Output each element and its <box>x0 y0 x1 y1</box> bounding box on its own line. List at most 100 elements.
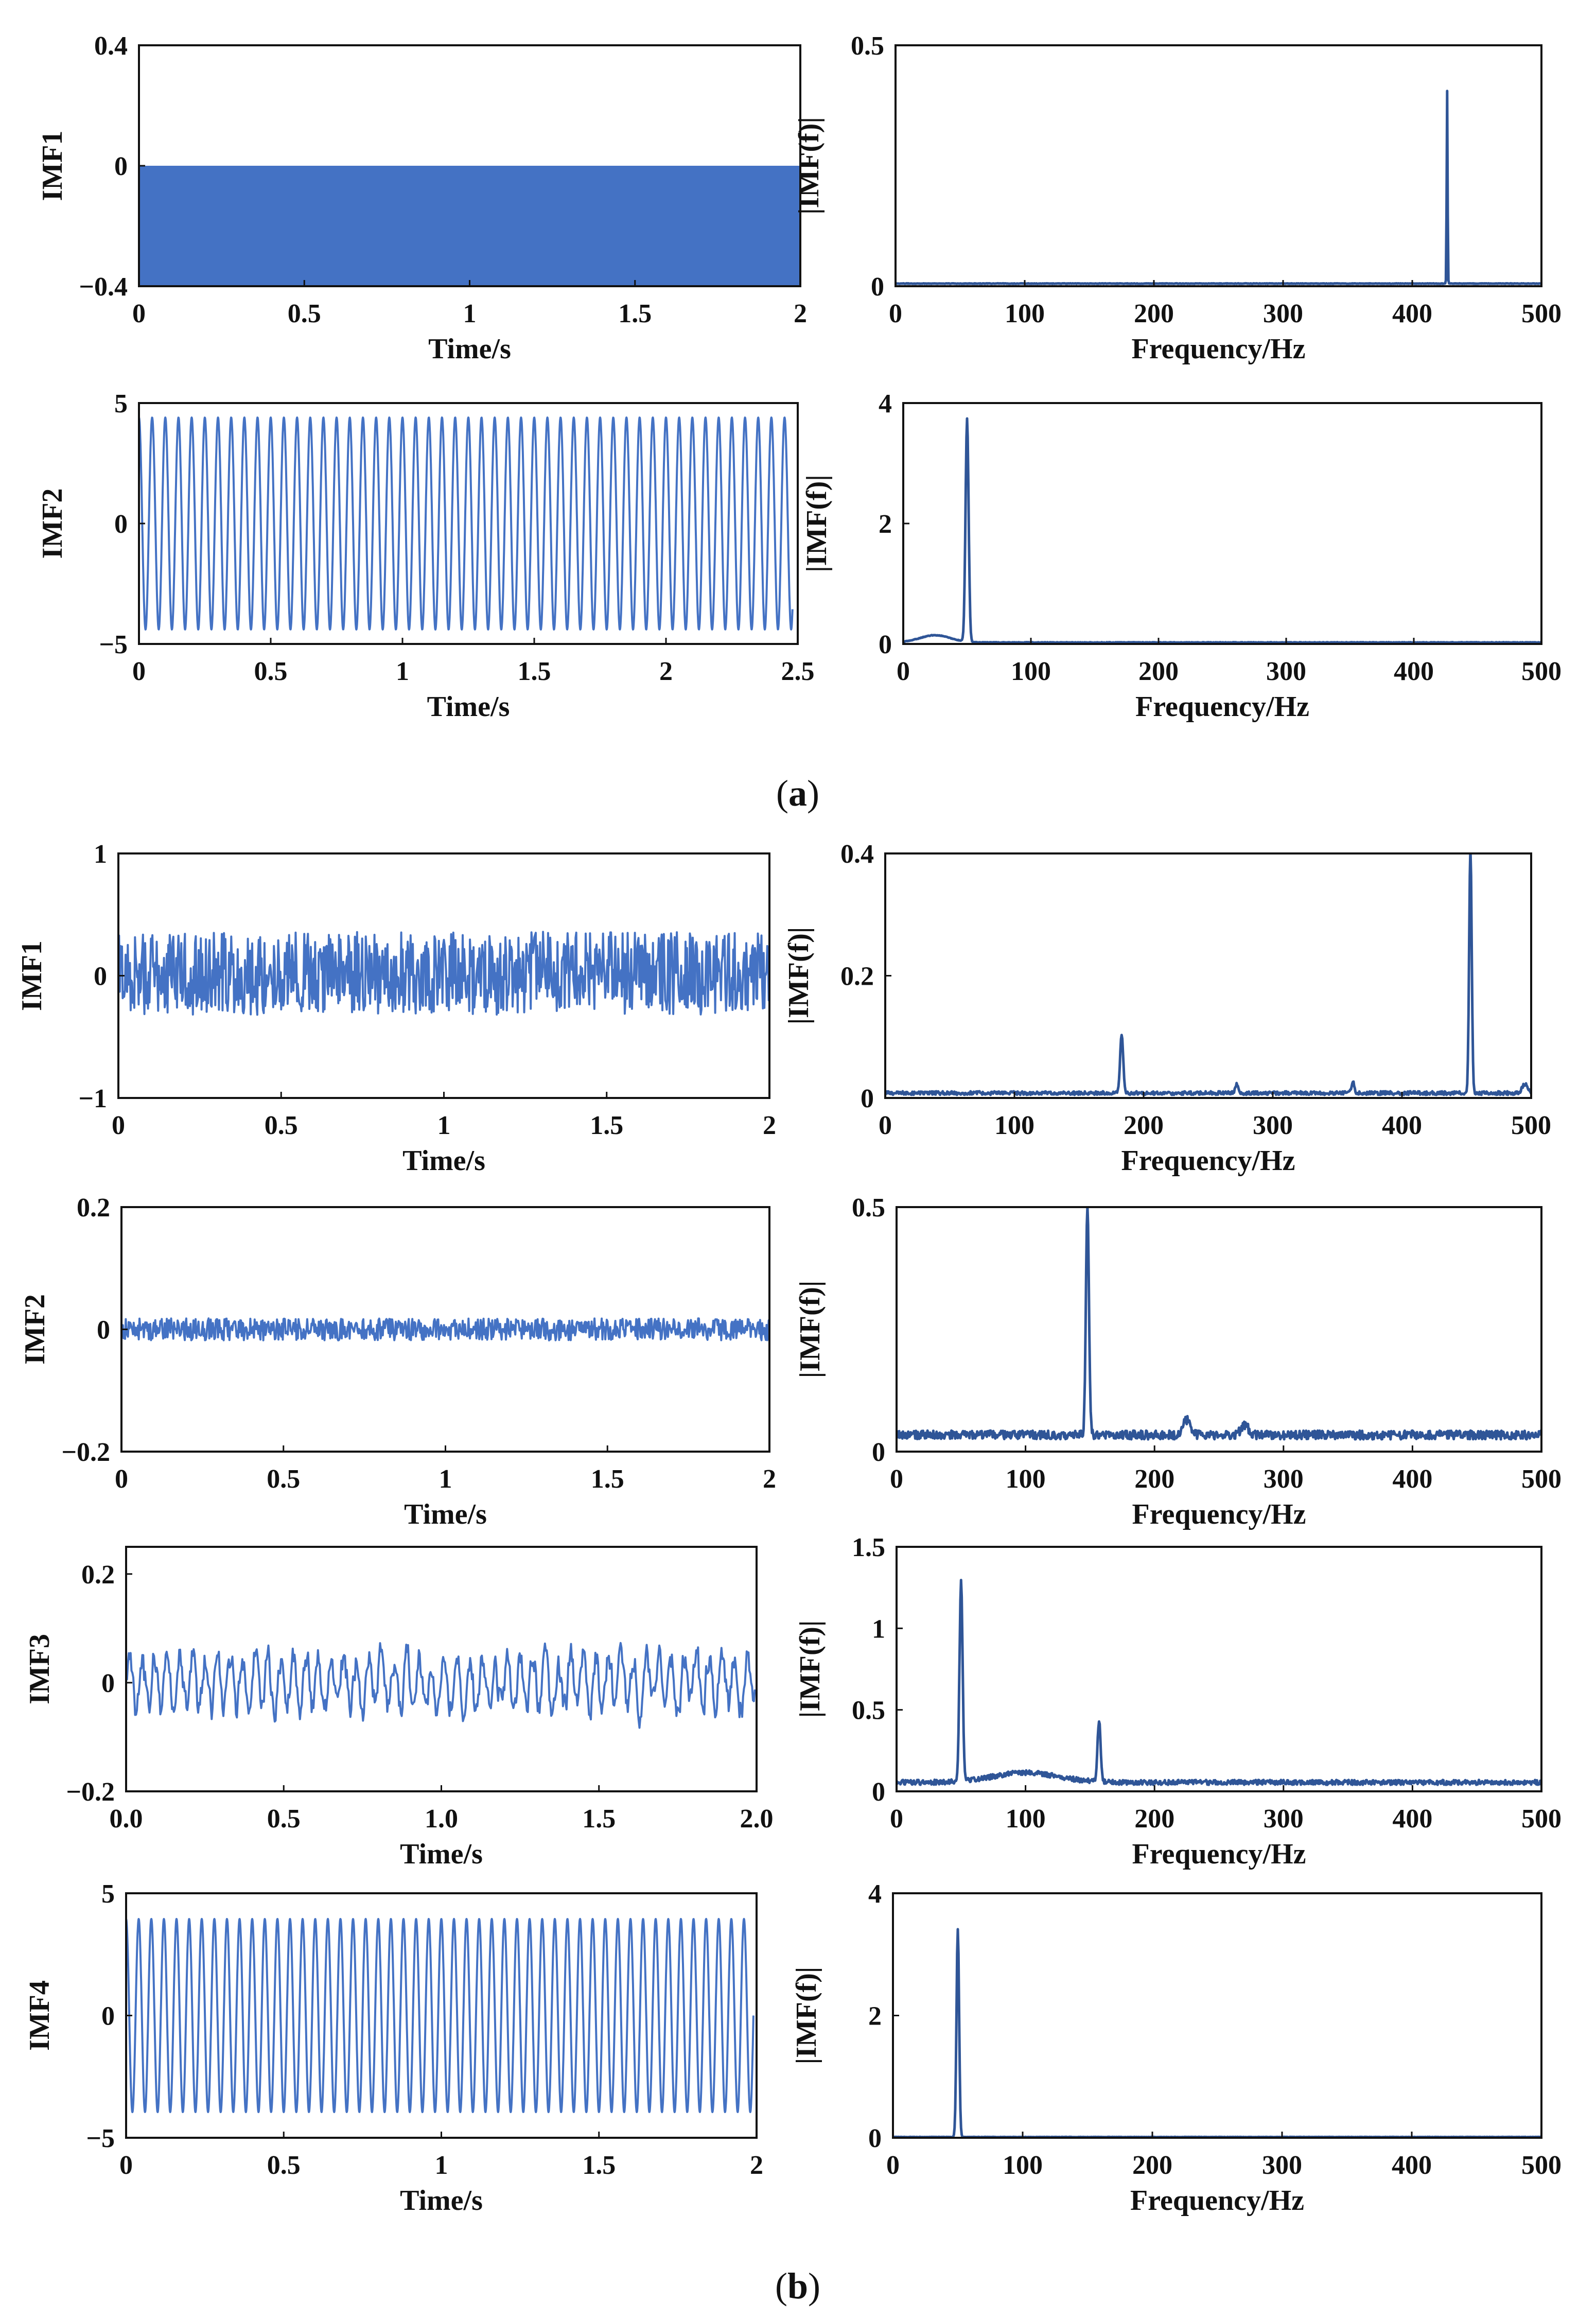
b-imf2-time-ytick-label: 0.2 <box>77 1193 110 1223</box>
b-imf1-time-xtick-label: 1.5 <box>590 1111 623 1140</box>
b-imf2-spec-xtick-label: 200 <box>1134 1464 1174 1494</box>
a-imf2-time-frame <box>138 402 799 645</box>
b-imf2-spec-xtick-label: 300 <box>1264 1464 1304 1494</box>
b-imf3-spec-xtick-label: 200 <box>1134 1804 1174 1834</box>
a-imf1-spec-xtick-label: 400 <box>1392 299 1432 328</box>
a-imf1-time-xtick-label: 1 <box>463 299 477 328</box>
b-imf4-spec-plot-area <box>893 1928 1541 2138</box>
b-imf2-spec-ytick-label: 0 <box>872 1438 885 1467</box>
b-imf1-spec-plot-area <box>885 853 1531 1096</box>
a-imf2-spec-ylabel: |IMF(f)| <box>801 475 833 572</box>
b-imf1-spec-xtick-label: 0 <box>879 1111 892 1140</box>
b-imf2-time-ytick-label: 0 <box>97 1316 110 1345</box>
a-imf2-spec-xlabel: Frequency/Hz <box>1135 691 1309 723</box>
a-imf2-time-xtick-label: 2 <box>659 657 673 686</box>
b-imf3-spec-ytick-label: 1.5 <box>852 1533 885 1562</box>
b-imf1-time-xtick-label: 0 <box>112 1111 125 1140</box>
b-imf3-time-ytick-label: 0.2 <box>81 1560 115 1590</box>
b-imf4-time-series-line <box>126 1917 755 2114</box>
a-imf1-spec-xtick-label: 0 <box>889 299 902 328</box>
b-imf2-time-xtick-label: 1 <box>439 1464 452 1494</box>
a-imf2-time-ytick-label: −5 <box>99 630 128 659</box>
a-imf2-time-xtick-label: 1 <box>396 657 409 686</box>
b-imf1-time-xtick-label: 2 <box>763 1111 776 1140</box>
b-imf2-spec-ylabel: |IMF(f)| <box>794 1281 826 1378</box>
b-imf3-spec-chart: 0 100 200 300 400 500 0 0.5 1 1.5 Frequency/Hz |IMF… <box>794 1533 1562 1870</box>
b-imf4-time-ylabel: IMF4 <box>24 1980 56 2051</box>
a-imf1-spec-frame <box>895 44 1542 287</box>
b-imf3-time-xtick-label: 1.5 <box>582 1804 616 1834</box>
b-imf1-time-series-line <box>118 931 769 1016</box>
b-imf2-time-plot-area <box>121 1317 769 1341</box>
a-imf2-spec-plot-area <box>903 417 1541 644</box>
a-imf2-spec-ytick-label: 0 <box>879 630 892 659</box>
a-imf2-time-plot-area <box>139 416 794 631</box>
a-imf1-spec-xlabel: Frequency/Hz <box>1131 333 1305 365</box>
b-imf1-spec-ylabel: |IMF(f)| <box>783 927 815 1024</box>
a-imf1-time-xlabel: Time/s <box>428 333 511 365</box>
a-imf1-spec-ytick-label: 0.5 <box>851 31 884 61</box>
b-imf3-spec-xtick-label: 500 <box>1521 1804 1562 1834</box>
b-imf2-spec-xtick-label: 500 <box>1521 1464 1562 1494</box>
b-imf4-time-xtick-label: 2 <box>750 2151 763 2180</box>
b-imf1-time-ylabel: IMF1 <box>16 940 48 1011</box>
a-imf1-time-ytick-label: −0.4 <box>79 272 128 302</box>
b-imf1-spec-xtick-label: 400 <box>1382 1111 1422 1140</box>
b-imf4-time-ytick-label: 0 <box>101 2002 115 2031</box>
b-imf4-time-xtick-label: 0 <box>119 2151 133 2180</box>
b-imf1-spec-ytick-label: 0.4 <box>840 840 874 869</box>
a-imf2-spec-xtick-label: 300 <box>1266 657 1306 686</box>
b-imf2-time-xtick-label: 1.5 <box>591 1464 624 1494</box>
b-imf3-spec-ytick-label: 0 <box>872 1777 885 1807</box>
b-imf1-spec-xtick-label: 200 <box>1124 1111 1164 1140</box>
b-imf1-spec-frame <box>884 852 1532 1099</box>
b-imf4-time-plot-area <box>126 1917 755 2114</box>
b-imf4-time-xtick-label: 1 <box>435 2151 448 2180</box>
caption-b-letter: b <box>787 2265 808 2307</box>
b-imf4-time-ytick-label: 5 <box>101 1879 115 1909</box>
a-imf2-spec-xtick-label: 400 <box>1394 657 1434 686</box>
a-imf2-spec-xtick-label: 100 <box>1011 657 1051 686</box>
b-imf3-spec-xlabel: Frequency/Hz <box>1132 1838 1306 1870</box>
b-imf2-time-xtick-label: 2 <box>763 1464 776 1494</box>
a-imf1-time-ytick-label: 0 <box>114 152 128 181</box>
b-imf2-spec-plot-area <box>897 1207 1541 1441</box>
b-imf3-spec-ytick-label: 0.5 <box>852 1696 885 1725</box>
a-imf1-spec-xtick-label: 100 <box>1005 299 1045 328</box>
b-imf2-time-series-line <box>121 1317 769 1341</box>
b-imf2-spec-xtick-label: 0 <box>890 1464 903 1494</box>
a-imf1-spec-xtick-label: 500 <box>1521 299 1562 328</box>
a-imf2-spec-xtick-label: 500 <box>1521 657 1562 686</box>
b-imf3-spec-xtick-label: 400 <box>1392 1804 1432 1834</box>
b-imf1-spec-xlabel: Frequency/Hz <box>1121 1145 1295 1177</box>
a-imf1-time-ylabel: IMF1 <box>37 131 68 201</box>
b-imf4-spec-ytick-label: 4 <box>868 1879 882 1909</box>
a-imf1-time-plot-area <box>139 166 800 286</box>
b-imf1-spec-xtick-label: 500 <box>1511 1111 1551 1140</box>
a-imf2-time-xtick-label: 1.5 <box>518 657 551 686</box>
b-imf2-time-xlabel: Time/s <box>404 1498 487 1530</box>
a-imf1-time-xtick-label: 0 <box>132 299 146 328</box>
b-imf2-spec-chart: 0 100 200 300 400 500 0 0.5 Frequency/Hz |IMF(f)| <box>794 1193 1562 1530</box>
b-imf4-spec-ytick-label: 2 <box>868 2002 882 2031</box>
b-imf1-time-ytick-label: 0 <box>94 962 107 991</box>
caption-a-letter: a <box>788 773 807 814</box>
b-imf1-time-xlabel: Time/s <box>402 1145 485 1177</box>
b-imf3-time-chart: 0.0 0.5 1.0 1.5 2.0 −0.2 0 0.2 Time/s IMF3 <box>24 1546 774 1870</box>
a-imf1-spec-ytick-label: 0 <box>871 272 884 302</box>
b-imf4-time-ytick-label: −5 <box>86 2124 115 2153</box>
b-imf3-spec-series-line <box>897 1579 1541 1786</box>
a-imf1-spec-chart: 0 100 200 300 400 500 0 0.5 Frequency/Hz |IMF(f)| <box>793 31 1562 365</box>
a-imf1-spec-plot-area <box>896 90 1541 285</box>
b-imf1-spec-xtick-label: 300 <box>1253 1111 1293 1140</box>
a-imf1-time-xtick-label: 1.5 <box>618 299 652 328</box>
b-imf2-spec-xtick-label: 400 <box>1392 1464 1432 1494</box>
a-imf2-spec-xtick-label: 0 <box>897 657 910 686</box>
b-imf3-time-xlabel: Time/s <box>400 1838 483 1870</box>
